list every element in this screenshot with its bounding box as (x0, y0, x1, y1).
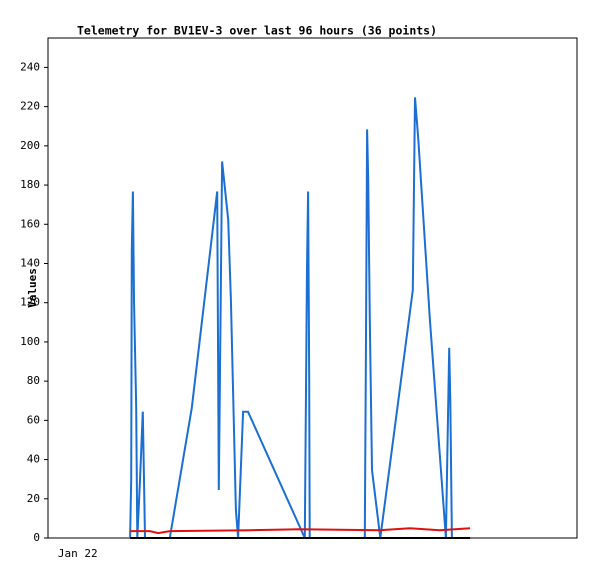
y-tick-label: 180 (20, 178, 40, 191)
y-tick-label: 140 (20, 256, 40, 269)
series-line (129, 97, 453, 539)
y-tick-label: 20 (27, 492, 40, 505)
y-tick-label: 0 (33, 531, 40, 544)
series-line (130, 527, 471, 535)
y-tick-label: 160 (20, 217, 40, 230)
y-tick-label: 100 (20, 335, 40, 348)
y-tick-label: 200 (20, 139, 40, 152)
y-tick-label: 40 (27, 453, 40, 466)
y-tick-label: 220 (20, 100, 40, 113)
x-tick-label: Jan 22 (58, 547, 98, 560)
chart-title: Telemetry for BV1EV-3 over last 96 hours… (77, 24, 437, 38)
y-tick-label: 80 (27, 374, 40, 387)
y-tick-label: 240 (20, 60, 40, 73)
y-tick-label: 120 (20, 296, 40, 309)
y-axis-label: Values (26, 268, 39, 308)
y-tick-label: 60 (27, 413, 40, 426)
